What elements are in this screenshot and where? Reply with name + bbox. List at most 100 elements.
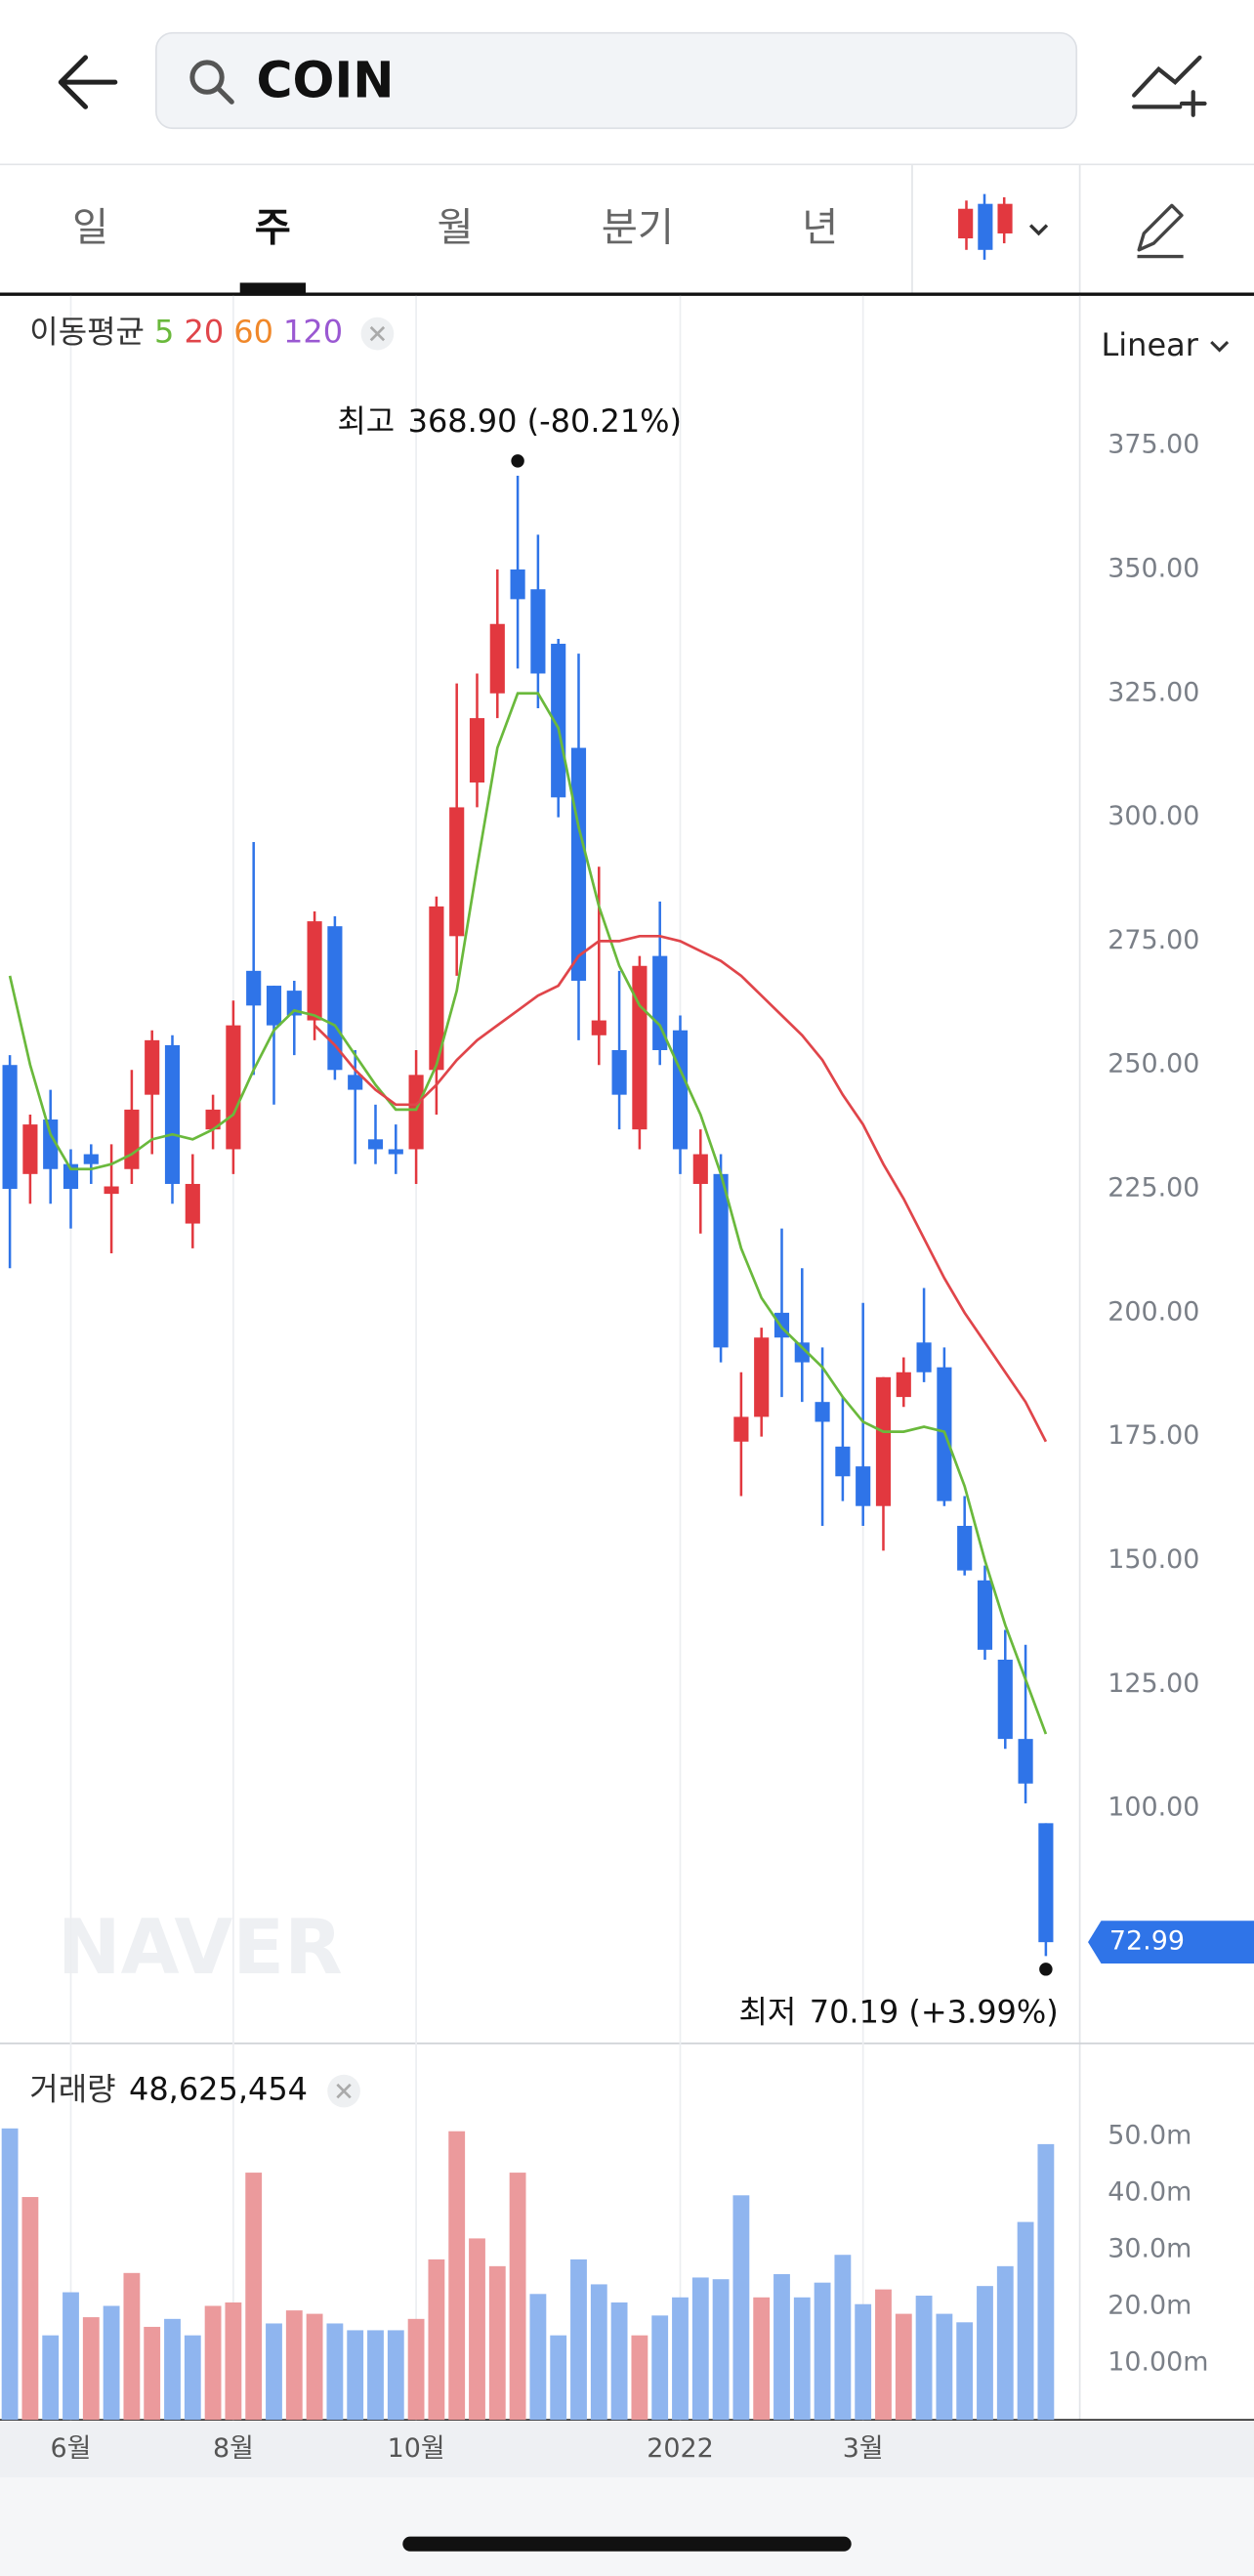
candle-body — [611, 1049, 627, 1095]
volume-bar — [956, 2322, 974, 2421]
volume-bar — [977, 2286, 993, 2421]
volume-close — [336, 2083, 352, 2099]
search-text[interactable]: COIN — [257, 51, 395, 108]
candle-body — [185, 1183, 200, 1224]
y-tick-label: 325.00 — [1108, 677, 1199, 707]
candle-body — [124, 1109, 140, 1169]
chart-layer: 6월 8월 10월 2022 3월 100.00 125.00 150.00 175.00 200… — [1, 295, 1254, 2464]
candle-body — [104, 1186, 119, 1195]
candle-body — [510, 569, 525, 600]
candle-body — [246, 970, 262, 1006]
volume-tick-label: 10.00m — [1108, 2347, 1208, 2378]
candle-body — [733, 1416, 749, 1442]
volume-bar — [123, 2272, 141, 2421]
candle-body — [1018, 1739, 1033, 1784]
ma-legend-label: 이동평균 — [29, 314, 145, 351]
candle-body — [83, 1154, 99, 1164]
y-tick-label: 350.00 — [1108, 553, 1199, 583]
add-indicator-button[interactable] — [1132, 55, 1207, 117]
candle-body — [977, 1580, 993, 1650]
candle-body — [388, 1149, 403, 1155]
tab[interactable]: 일 — [72, 205, 108, 251]
candle-body — [226, 1025, 241, 1150]
volume-bar — [184, 2335, 201, 2421]
candle-body — [551, 644, 566, 798]
volume-bar — [21, 2197, 39, 2421]
volume-bar — [367, 2330, 384, 2421]
y-tick-label: 150.00 — [1108, 1544, 1199, 1575]
volume-value: 48,625,454 — [129, 2071, 308, 2108]
candle-body — [307, 921, 322, 1021]
candle-body — [672, 1030, 689, 1150]
candle-body — [286, 991, 302, 1016]
candle-body — [815, 1402, 830, 1422]
tab[interactable]: 월 — [438, 205, 474, 251]
candle-body — [591, 1020, 606, 1035]
volume-bar — [529, 2294, 547, 2421]
x-tick-label: 8월 — [213, 2433, 254, 2464]
legend-entry: 20 — [184, 314, 224, 351]
volume-bar — [550, 2335, 567, 2421]
volume-bar — [266, 2323, 282, 2421]
back-button[interactable] — [58, 55, 118, 109]
search-box[interactable] — [155, 31, 1078, 130]
volume-bar — [610, 2302, 628, 2421]
y-tick-label: 300.00 — [1108, 801, 1199, 831]
y-tick-label: 175.00 — [1108, 1420, 1199, 1451]
tab[interactable]: 분기 — [602, 205, 674, 251]
candle-body — [794, 1342, 810, 1363]
high-marker — [511, 454, 524, 468]
high-text: 368.90 (-80.21%) — [408, 402, 682, 440]
volume-bar — [570, 2259, 587, 2421]
tab[interactable]: 년 — [802, 205, 838, 251]
candle-body — [22, 1124, 38, 1174]
volume-bar — [691, 2277, 709, 2421]
draw-button[interactable] — [1137, 203, 1184, 259]
legend-entry: 5 — [154, 314, 174, 351]
volume-bar — [936, 2313, 953, 2421]
candle-body — [754, 1337, 770, 1417]
low-marker — [1039, 1963, 1053, 1976]
volume-bar — [82, 2317, 100, 2421]
price-tag-label: 72.99 — [1109, 1926, 1185, 1957]
scale-mode-chevron[interactable] — [1210, 340, 1230, 353]
tab-bar: 일 주 월 분기 년 — [72, 205, 838, 293]
volume-bar — [407, 2318, 425, 2421]
volume-bar — [753, 2297, 771, 2421]
volume-bar — [1037, 2143, 1055, 2421]
high-label: 최고 — [337, 402, 395, 440]
candle-body — [205, 1109, 221, 1130]
volume-bar — [509, 2173, 526, 2421]
low-label: 최저 — [738, 1993, 796, 2030]
search-icon — [216, 86, 234, 105]
tab[interactable]: 주 — [255, 205, 291, 251]
volume-bar — [773, 2273, 790, 2421]
candle-body — [429, 906, 444, 1071]
ma-line — [314, 934, 1048, 1443]
volume-bar — [347, 2330, 364, 2421]
candle-body — [916, 1342, 932, 1372]
legend-close — [369, 325, 386, 342]
candle-body — [469, 718, 485, 783]
x-tick-label: 10월 — [388, 2433, 445, 2464]
volume-bar — [895, 2313, 912, 2421]
candle-body — [997, 1659, 1013, 1740]
volume-bar — [225, 2302, 242, 2421]
volume-bar — [144, 2326, 161, 2421]
y-tick-label: 275.00 — [1108, 925, 1199, 955]
chart-type-button[interactable] — [958, 193, 1049, 260]
y-tick-label: 100.00 — [1108, 1793, 1199, 1823]
volume-bar — [651, 2315, 669, 2421]
candle-body — [2, 1065, 18, 1190]
scale-mode[interactable]: Linear — [1101, 326, 1198, 363]
candle-body — [449, 807, 465, 937]
candle-body — [408, 1075, 424, 1150]
volume-bar — [793, 2297, 811, 2421]
price-tag — [1088, 1921, 1254, 1964]
legend-entry: 60 — [233, 314, 273, 351]
volume-bar — [285, 2310, 303, 2421]
volume-bar — [164, 2318, 181, 2421]
candle-body — [652, 955, 668, 1050]
candle-body — [164, 1044, 181, 1184]
candle-body — [835, 1446, 851, 1477]
